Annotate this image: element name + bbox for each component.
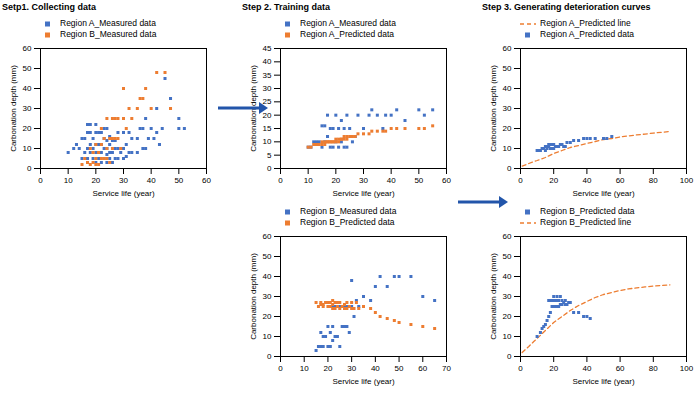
svg-text:0: 0 bbox=[278, 364, 283, 373]
svg-text:40: 40 bbox=[503, 84, 512, 93]
svg-text:50: 50 bbox=[174, 176, 183, 185]
svg-text:20: 20 bbox=[549, 176, 558, 185]
html-text:Region B_Measured data: Region B_Measured data bbox=[300, 206, 397, 216]
svg-text:50: 50 bbox=[414, 176, 423, 185]
svg-text:30: 30 bbox=[23, 104, 32, 113]
svg-text:25: 25 bbox=[263, 97, 272, 106]
svg-text:50: 50 bbox=[263, 252, 272, 261]
svg-text:40: 40 bbox=[582, 176, 591, 185]
svg-text:60: 60 bbox=[263, 232, 272, 241]
html-text:Region B_Predicted data: Region B_Predicted data bbox=[300, 217, 395, 227]
svg-text:0: 0 bbox=[38, 176, 43, 185]
svg-text:0: 0 bbox=[267, 352, 272, 361]
svg-text:5: 5 bbox=[267, 151, 272, 160]
html-text:Setp1. Collecting data: Setp1. Collecting data bbox=[2, 2, 96, 12]
svg-text:40: 40 bbox=[263, 57, 272, 66]
svg-text:30: 30 bbox=[263, 84, 272, 93]
svg-text:10: 10 bbox=[503, 144, 512, 153]
html-text:Region A_Predicted data: Region A_Predicted data bbox=[540, 29, 634, 39]
svg-text:10: 10 bbox=[304, 176, 313, 185]
svg-text:20: 20 bbox=[23, 124, 32, 133]
svg-text:35: 35 bbox=[263, 71, 272, 80]
svg-text:60: 60 bbox=[616, 176, 625, 185]
html-text:Region B_Measured data: Region B_Measured data bbox=[60, 29, 157, 39]
svg-text:Service life (year): Service life (year) bbox=[332, 189, 395, 198]
svg-text:30: 30 bbox=[503, 104, 512, 113]
svg-text:30: 30 bbox=[347, 364, 356, 373]
html-text:Region A_Predicted data: Region A_Predicted data bbox=[300, 29, 394, 39]
svg-text:10: 10 bbox=[23, 144, 32, 153]
svg-text:60: 60 bbox=[503, 232, 512, 241]
html-text:Region B_Predicted data: Region B_Predicted data bbox=[540, 206, 635, 216]
svg-text:50: 50 bbox=[503, 64, 512, 73]
svg-text:20: 20 bbox=[331, 176, 340, 185]
svg-text:100: 100 bbox=[680, 176, 694, 185]
svg-text:100: 100 bbox=[680, 364, 694, 373]
svg-text:10: 10 bbox=[263, 137, 272, 146]
svg-text:80: 80 bbox=[649, 364, 658, 373]
svg-text:20: 20 bbox=[263, 312, 272, 321]
svg-text:40: 40 bbox=[23, 84, 32, 93]
svg-text:60: 60 bbox=[616, 364, 625, 373]
svg-text:40: 40 bbox=[503, 272, 512, 281]
svg-text:60: 60 bbox=[442, 176, 451, 185]
svg-text:Carbonation depth (mm): Carbonation depth (mm) bbox=[9, 65, 18, 152]
svg-text:10: 10 bbox=[263, 332, 272, 341]
svg-text:0: 0 bbox=[507, 352, 512, 361]
svg-text:70: 70 bbox=[442, 364, 451, 373]
html-text:Step 3. Generating deteriorati: Step 3. Generating deterioration curves bbox=[482, 2, 651, 12]
svg-text:50: 50 bbox=[395, 364, 404, 373]
svg-text:0: 0 bbox=[278, 176, 283, 185]
svg-text:20: 20 bbox=[549, 364, 558, 373]
svg-text:Carbonation depth (mm): Carbonation depth (mm) bbox=[249, 253, 258, 340]
svg-text:30: 30 bbox=[359, 176, 368, 185]
svg-text:30: 30 bbox=[119, 176, 128, 185]
svg-text:Carbonation depth (mm): Carbonation depth (mm) bbox=[489, 65, 498, 152]
html-text:Region A_Measured data: Region A_Measured data bbox=[300, 18, 396, 28]
svg-text:40: 40 bbox=[387, 176, 396, 185]
svg-text:0: 0 bbox=[507, 164, 512, 173]
svg-text:15: 15 bbox=[263, 124, 272, 133]
svg-text:10: 10 bbox=[300, 364, 309, 373]
svg-text:20: 20 bbox=[323, 364, 332, 373]
svg-text:0: 0 bbox=[27, 164, 32, 173]
svg-text:20: 20 bbox=[503, 124, 512, 133]
svg-text:Carbonation depth (mm): Carbonation depth (mm) bbox=[249, 65, 258, 152]
svg-text:40: 40 bbox=[582, 364, 591, 373]
svg-text:60: 60 bbox=[23, 44, 32, 53]
svg-text:60: 60 bbox=[503, 44, 512, 53]
svg-text:Service life (year): Service life (year) bbox=[572, 189, 635, 198]
svg-text:Service life (year): Service life (year) bbox=[332, 377, 395, 386]
svg-text:40: 40 bbox=[371, 364, 380, 373]
svg-text:50: 50 bbox=[503, 252, 512, 261]
html-text:Region A_Measured data: Region A_Measured data bbox=[60, 18, 156, 28]
svg-text:50: 50 bbox=[23, 64, 32, 73]
html-text:Region B_Predicted line: Region B_Predicted line bbox=[540, 217, 632, 227]
svg-text:Service life (year): Service life (year) bbox=[572, 377, 635, 386]
svg-text:40: 40 bbox=[263, 272, 272, 281]
svg-text:40: 40 bbox=[147, 176, 156, 185]
svg-text:30: 30 bbox=[263, 292, 272, 301]
svg-text:20: 20 bbox=[263, 111, 272, 120]
svg-text:20: 20 bbox=[91, 176, 100, 185]
svg-text:0: 0 bbox=[518, 364, 523, 373]
svg-text:0: 0 bbox=[267, 164, 272, 173]
html-text:Region A_Predicted line: Region A_Predicted line bbox=[540, 18, 631, 28]
svg-text:45: 45 bbox=[263, 44, 272, 53]
svg-text:60: 60 bbox=[202, 176, 211, 185]
svg-text:80: 80 bbox=[649, 176, 658, 185]
svg-text:20: 20 bbox=[503, 312, 512, 321]
html-text:Step 2. Training data: Step 2. Training data bbox=[242, 2, 330, 12]
svg-text:Carbonation depth (mm): Carbonation depth (mm) bbox=[489, 253, 498, 340]
svg-text:0: 0 bbox=[518, 176, 523, 185]
svg-text:10: 10 bbox=[503, 332, 512, 341]
svg-text:10: 10 bbox=[64, 176, 73, 185]
svg-text:60: 60 bbox=[418, 364, 427, 373]
svg-text:Service life (year): Service life (year) bbox=[92, 189, 155, 198]
svg-text:30: 30 bbox=[503, 292, 512, 301]
